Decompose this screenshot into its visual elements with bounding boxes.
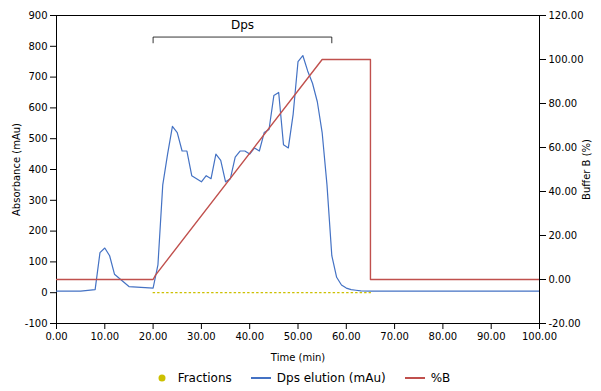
svg-text:800: 800 (28, 41, 47, 52)
svg-text:600: 600 (28, 102, 47, 113)
svg-text:500: 500 (28, 133, 47, 144)
svg-text:-20.00: -20.00 (549, 318, 581, 329)
svg-text:0: 0 (41, 287, 47, 298)
svg-text:700: 700 (28, 71, 47, 82)
svg-text:100.00: 100.00 (549, 54, 584, 65)
svg-text:80.00: 80.00 (429, 331, 458, 342)
svg-text:0.00: 0.00 (45, 331, 67, 342)
svg-text:-100: -100 (25, 318, 48, 329)
svg-text:Dps: Dps (231, 18, 254, 32)
svg-text:40.00: 40.00 (235, 331, 264, 342)
svg-text:400: 400 (28, 164, 47, 175)
svg-text:0.00: 0.00 (549, 274, 571, 285)
svg-text:60.00: 60.00 (549, 142, 578, 153)
svg-text:120.00: 120.00 (549, 10, 584, 21)
svg-text:20.00: 20.00 (549, 230, 578, 241)
svg-text:300: 300 (28, 195, 47, 206)
html-text:Fractions: Fractions (177, 371, 232, 385)
svg-text:20.00: 20.00 (139, 331, 168, 342)
svg-text:100.00: 100.00 (522, 331, 557, 342)
html-text:Dps elution (mAu): Dps elution (mAu) (276, 371, 386, 385)
svg-text:30.00: 30.00 (187, 331, 216, 342)
svg-text:40.00: 40.00 (549, 186, 578, 197)
svg-text:90.00: 90.00 (477, 331, 506, 342)
svg-text:50.00: 50.00 (284, 331, 313, 342)
html-text:%B: %B (430, 371, 451, 385)
svg-text:Buffer B (%): Buffer B (%) (581, 139, 592, 200)
svg-text:100: 100 (28, 256, 47, 267)
svg-text:10.00: 10.00 (90, 331, 119, 342)
svg-text:80.00: 80.00 (549, 98, 578, 109)
svg-text:200: 200 (28, 225, 47, 236)
svg-text:Time (min): Time (min) (270, 352, 325, 363)
svg-text:Absorbance (mAu): Absorbance (mAu) (11, 123, 22, 216)
svg-text:900: 900 (28, 10, 47, 21)
svg-text:60.00: 60.00 (332, 331, 361, 342)
svg-text:70.00: 70.00 (380, 331, 409, 342)
